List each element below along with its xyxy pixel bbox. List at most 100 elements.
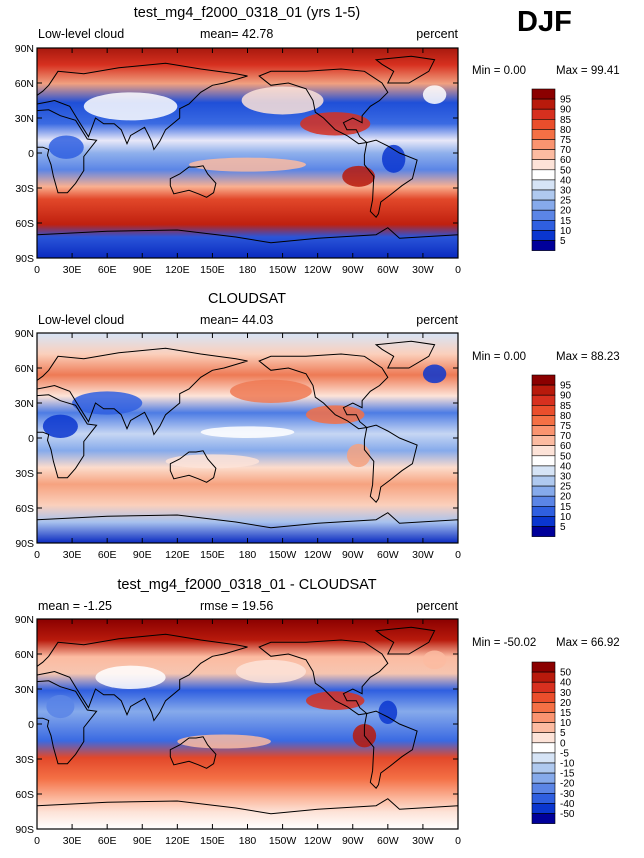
lon-label: 30W [412, 549, 434, 561]
lat-label: 90S [15, 824, 34, 836]
coastline [169, 165, 217, 198]
coastline [37, 347, 248, 436]
panel-units-label: percent [416, 599, 458, 613]
colorbar-box [531, 425, 556, 436]
lon-label: 30W [412, 835, 434, 847]
field-anomaly [235, 659, 306, 684]
coastline [37, 798, 458, 829]
colorbar-box [531, 149, 556, 161]
lon-label: 150E [200, 264, 225, 276]
max-value: Max = 66.92 [556, 637, 620, 649]
colorbar-box [531, 722, 556, 733]
map-panel: test_mg4_f2000_0318_01 - CLOUDSAT mean = … [15, 577, 620, 847]
lon-label: 90W [342, 835, 364, 847]
lat-label: 30S [15, 754, 34, 766]
field-anomaly [177, 734, 271, 749]
lon-label: 90W [342, 549, 364, 561]
lon-label: 0 [34, 264, 40, 276]
colorbar-label: 25 [560, 482, 572, 493]
colorbar-label: -50 [560, 809, 575, 820]
lon-label: 0 [455, 549, 461, 561]
field-anomaly [95, 665, 166, 689]
colorbar-label: 85 [560, 401, 572, 412]
colorbar-label: 75 [560, 421, 572, 432]
panel-mid-label: mean= 42.78 [200, 27, 273, 41]
colorbar-box [531, 752, 556, 764]
colorbar-box [531, 465, 556, 477]
lat-label: 0 [28, 433, 34, 445]
lon-label: 120W [304, 264, 332, 276]
field-anomaly [200, 426, 295, 438]
lat-label: 90N [15, 43, 34, 55]
lat-label: 90N [15, 328, 34, 340]
colorbar-box [531, 139, 556, 150]
colorbar-box [531, 516, 556, 527]
colorbar-box [531, 485, 556, 497]
colorbar-box [531, 189, 556, 201]
coastline [363, 710, 418, 789]
colorbar-label: 95 [560, 95, 572, 106]
colorbar-label: 75 [560, 135, 572, 146]
colorbar-box [531, 220, 556, 231]
lon-label: 30E [63, 835, 82, 847]
colorbar-label: 0 [560, 738, 566, 749]
lon-label: 60E [98, 835, 117, 847]
lon-label: 60W [377, 264, 399, 276]
lon-label: 150E [200, 549, 225, 561]
colorbar-box [531, 762, 556, 774]
panel-mid-label: rmse = 19.56 [200, 599, 273, 613]
colorbar-label: 10 [560, 718, 572, 729]
colorbar-label: -15 [560, 769, 575, 780]
lat-label: 60S [15, 789, 34, 801]
colorbar-box [531, 505, 556, 517]
coastline [258, 639, 389, 716]
lon-label: 30E [63, 549, 82, 561]
map-field [37, 619, 458, 829]
colorbar-box [531, 526, 556, 537]
lon-label: 60E [98, 264, 117, 276]
colorbar-box [531, 108, 556, 120]
lon-label: 180 [239, 549, 257, 561]
lon-label: 90E [133, 549, 152, 561]
lat-label: 30N [15, 684, 34, 696]
min-value: Min = -50.02 [472, 637, 536, 649]
colorbar-box [531, 209, 556, 221]
colorbar-box [531, 661, 556, 673]
colorbar-label: 10 [560, 226, 572, 237]
min-value: Min = 0.00 [472, 65, 526, 77]
field-anomaly [422, 650, 447, 670]
lon-label: 0 [455, 835, 461, 847]
lon-label: 180 [239, 835, 257, 847]
field-anomaly [241, 86, 324, 115]
map-field [37, 333, 458, 543]
colorbar-box [531, 404, 556, 416]
colorbar-label: -30 [560, 789, 575, 800]
lon-label: 0 [34, 549, 40, 561]
field-background [37, 619, 458, 829]
lat-label: 30N [15, 113, 34, 125]
lon-label: 90W [342, 264, 364, 276]
colorbar-label: 15 [560, 502, 572, 513]
coastline [374, 340, 436, 369]
colorbar-label: 85 [560, 115, 572, 126]
colorbar-box [531, 230, 556, 241]
colorbar-label: 50 [560, 451, 572, 462]
field-anomaly [300, 112, 371, 136]
colorbar-label: 25 [560, 196, 572, 207]
panel-title: CLOUDSAT [208, 291, 286, 307]
map-field [37, 48, 458, 258]
coastline [37, 227, 458, 258]
colorbar-label: -20 [560, 779, 575, 790]
colorbar-label: 20 [560, 206, 572, 217]
colorbar-box [531, 455, 556, 467]
lat-label: 60S [15, 218, 34, 230]
lon-label: 120W [304, 835, 332, 847]
colorbar-box [531, 782, 556, 794]
colorbar-box [531, 98, 556, 110]
colorbar-box [531, 732, 556, 744]
colorbar-box [531, 671, 556, 683]
colorbar-box [531, 691, 556, 703]
